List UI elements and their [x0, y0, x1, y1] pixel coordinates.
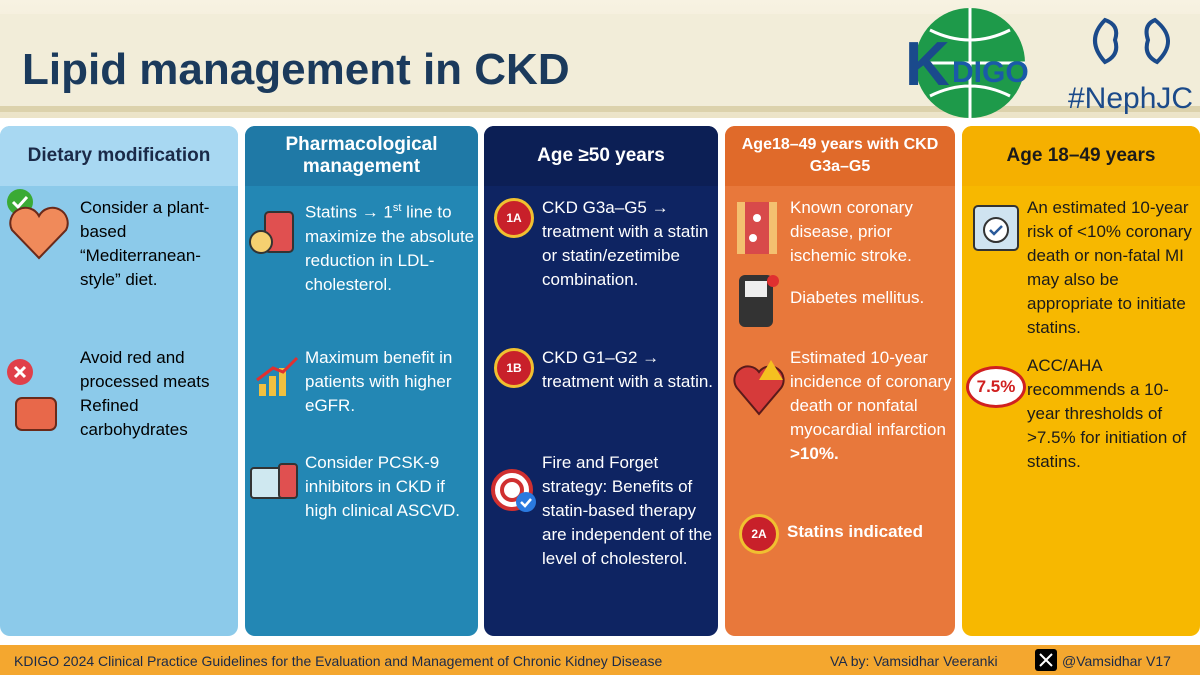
badge: 7.5%	[966, 366, 1026, 408]
item-text: Estimated 10-year incidence of coronary …	[790, 348, 952, 439]
item-text: CKD G3a–G5 → treatment with a statin or …	[542, 198, 709, 289]
item-text: Statins → 1	[305, 202, 393, 222]
handle: @Vamsidhar V17	[1062, 653, 1171, 669]
superscript: st	[392, 202, 402, 214]
column-title: Age 18–49 years	[962, 126, 1200, 186]
item-text: Statins → 1st line to maximize the absol…	[305, 196, 477, 297]
hashtag: #NephJC	[1068, 82, 1194, 115]
column: Dietary modification Consider a plant-ba…	[0, 126, 238, 636]
item-text: Consider a plant-based “Mediterranean-st…	[80, 198, 210, 289]
item-text: Maximum benefit in patients with higher …	[305, 348, 453, 415]
item-text: An estimated 10-year risk of <10% corona…	[1027, 198, 1192, 337]
diet-icon	[7, 189, 69, 260]
item-text: Diabetes mellitus.	[790, 288, 925, 307]
item-bold: Statins indicated	[787, 522, 924, 541]
medicine-icon	[250, 463, 298, 499]
item-text: Fire and Forget strategy: Benefits of st…	[542, 453, 713, 568]
column-title: Age ≥50 years	[484, 126, 718, 186]
item-text: Estimated 10-year incidence of coronary …	[790, 346, 952, 466]
heart-icon	[733, 360, 785, 416]
citation: KDIGO 2024 Clinical Practice Guidelines …	[14, 653, 663, 669]
item-text: Known coronary disease, prior ischemic s…	[790, 198, 913, 265]
badge: 1B	[494, 348, 534, 388]
header: Lipid management in CKD K DIGO #NephJC	[0, 0, 1200, 118]
column: Age 18–49 years An estimated 10-year ris…	[962, 126, 1200, 636]
item-text: Consider PCSK-9 inhibitors in CKD if hig…	[305, 453, 460, 520]
title: Lipid management in CKD	[22, 45, 570, 94]
column: Age18–49 years with CKD G3a–G5 Known cor…	[725, 126, 955, 636]
growth-icon	[256, 356, 299, 396]
globe-lines	[915, 8, 1025, 118]
column: Pharmacological management Statins → 1st…	[245, 126, 478, 636]
author: VA by: Vamsidhar Veeranki	[830, 653, 998, 669]
column: Age ≥50 years 1A CKD G3a–G5 → treatment …	[484, 126, 718, 636]
item-bold: >10%.	[790, 444, 839, 463]
glucometer-icon	[739, 275, 779, 327]
column-title: Pharmacological management	[245, 126, 478, 186]
logo-k: K	[905, 30, 950, 99]
footer: KDIGO 2024 Clinical Practice Guidelines …	[0, 645, 1200, 675]
item-text: ACC/AHA recommends a 10-year thresholds …	[1027, 356, 1187, 471]
x-icon	[1035, 649, 1057, 671]
kdigo-logo: K DIGO	[905, 8, 1029, 118]
vessel-icon	[737, 202, 777, 254]
item-text: CKD G1–G2 → treatment with a statin.	[542, 348, 714, 391]
target-icon	[491, 469, 536, 512]
badge: 1A	[494, 198, 534, 238]
logo-text: DIGO	[952, 56, 1029, 89]
pill-icon	[249, 211, 294, 254]
column-title: Age18–49 years with CKD G3a–G5	[725, 126, 955, 186]
item-text: line to maximize the absolute reduction …	[305, 202, 475, 294]
calendar-icon	[973, 205, 1019, 251]
meat-icon	[7, 359, 57, 431]
badge: 2A	[739, 514, 779, 554]
kidney-icon	[1093, 17, 1170, 65]
item-text: Avoid red and processed meats Refined ca…	[80, 348, 210, 439]
column-title: Dietary modification	[0, 126, 238, 186]
